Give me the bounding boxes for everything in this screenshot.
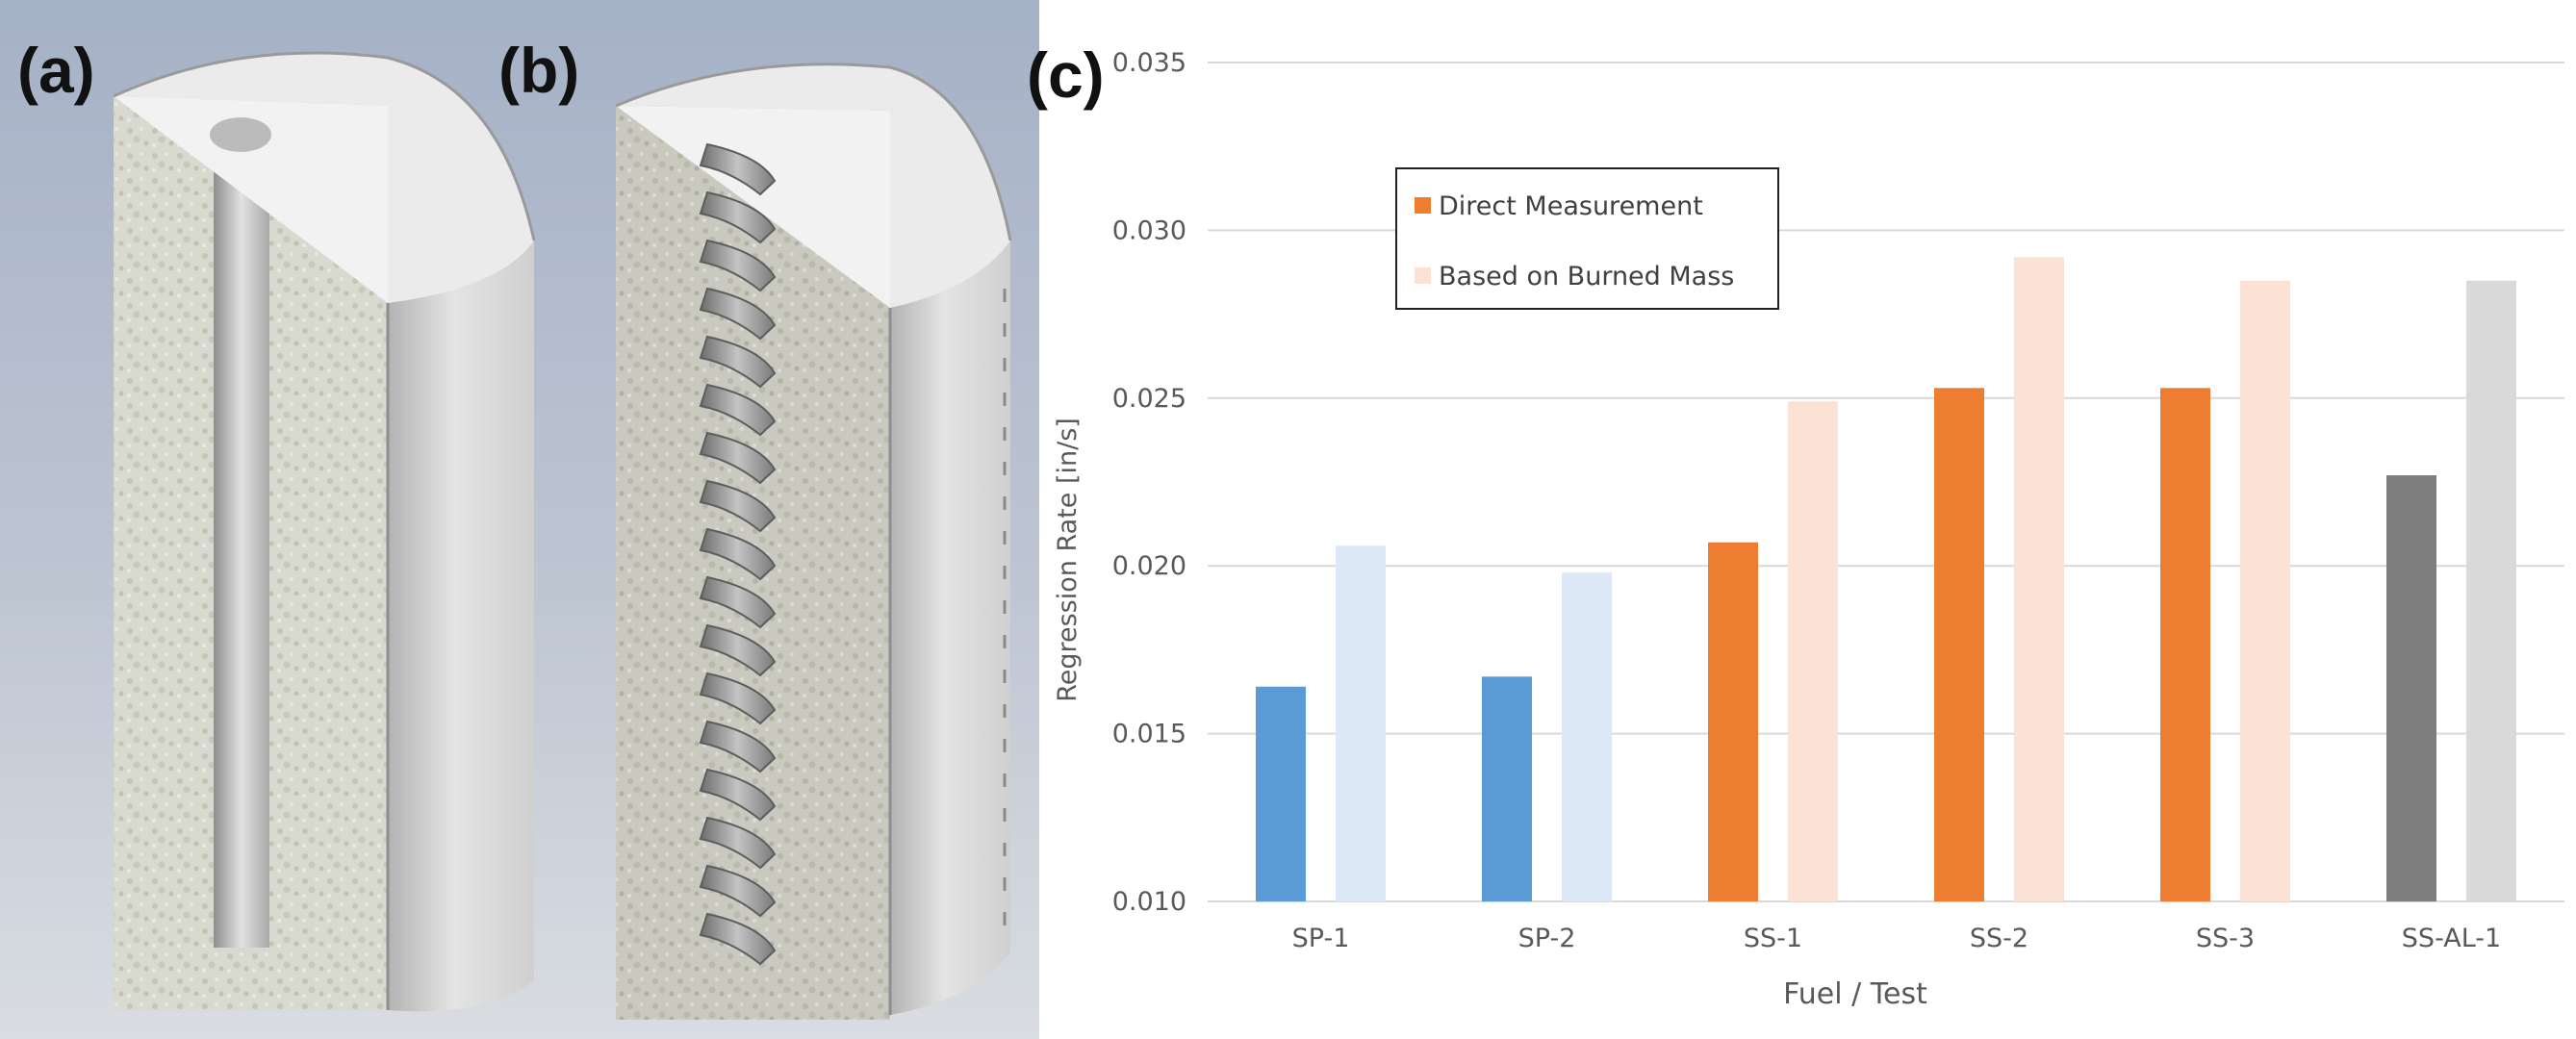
swirl-twist — [699, 816, 777, 870]
y-axis-label: Regression Rate [in/s] — [1053, 418, 1083, 702]
bar-direct-measurement — [1256, 686, 1306, 901]
swirl-twist — [699, 190, 777, 244]
bar-burned-mass — [2240, 280, 2290, 902]
bar-burned-mass — [2014, 257, 2064, 902]
x-tick-label: SS-AL-1 — [2402, 924, 2501, 953]
swirl-twist — [699, 720, 777, 773]
x-tick-label: SS-1 — [1744, 924, 1802, 953]
x-tick-label: SP-2 — [1518, 924, 1576, 953]
bar-direct-measurement — [2386, 475, 2436, 901]
bar-burned-mass — [1562, 572, 1612, 901]
swirl-twist — [699, 623, 777, 677]
panel-label-b: (b) — [498, 35, 580, 106]
swirl-twist — [699, 142, 777, 196]
swirl-twist — [699, 287, 777, 341]
panel-label-c: (c) — [1027, 39, 1105, 111]
bar-direct-measurement — [2160, 388, 2210, 901]
bar-direct-measurement — [1708, 542, 1758, 901]
fuel-grain-renders — [0, 0, 1039, 1039]
bar-direct-measurement — [1934, 388, 1984, 901]
legend-swatch-burned-mass — [1415, 267, 1431, 284]
x-tick-label: SS-2 — [1970, 924, 2028, 953]
swirl-twist — [699, 768, 777, 822]
x-axis-ticks: SP-1 SP-2 SS-1 SS-2 SS-3 SS-AL-1 — [1292, 924, 2502, 953]
x-tick-label: SP-1 — [1292, 924, 1350, 953]
y-tick-label: 0.010 — [1112, 887, 1186, 917]
straight-port-grain — [113, 51, 536, 1012]
legend-label-direct: Direct Measurement — [1439, 191, 1703, 221]
bars — [1256, 257, 2516, 902]
swirl-twist — [699, 527, 777, 581]
swirl-twist — [699, 431, 777, 485]
x-axis-label: Fuel / Test — [1783, 977, 1927, 1011]
legend-label-burned-mass: Based on Burned Mass — [1439, 262, 1734, 291]
swirl-twist — [699, 912, 777, 966]
swirl-twist — [699, 864, 777, 918]
y-tick-label: 0.015 — [1112, 720, 1186, 749]
swirl-twist — [699, 672, 777, 725]
y-axis-ticks: 0.010 0.015 0.020 0.025 0.030 0.035 — [1112, 48, 1186, 917]
panel-label-a: (a) — [17, 35, 95, 106]
swirl-port-grain — [615, 63, 1012, 1020]
bar-direct-measurement — [1482, 676, 1532, 901]
legend-box — [1395, 167, 1779, 310]
legend: Direct Measurement Based on Burned Mass — [1395, 167, 1779, 310]
bar-burned-mass — [1336, 545, 1386, 901]
y-tick-label: 0.025 — [1112, 384, 1186, 414]
swirl-twist — [699, 575, 777, 629]
y-tick-label: 0.035 — [1112, 48, 1186, 78]
swirl-twist — [699, 239, 777, 292]
swirl-twist — [699, 383, 777, 437]
y-tick-label: 0.020 — [1112, 551, 1186, 581]
bar-burned-mass — [2466, 280, 2516, 902]
bar-burned-mass — [1788, 401, 1838, 902]
y-tick-label: 0.030 — [1112, 215, 1186, 245]
x-tick-label: SS-3 — [2196, 924, 2255, 953]
swirl-twist — [699, 335, 777, 389]
swirl-twist — [699, 479, 777, 533]
legend-swatch-direct — [1415, 197, 1431, 214]
